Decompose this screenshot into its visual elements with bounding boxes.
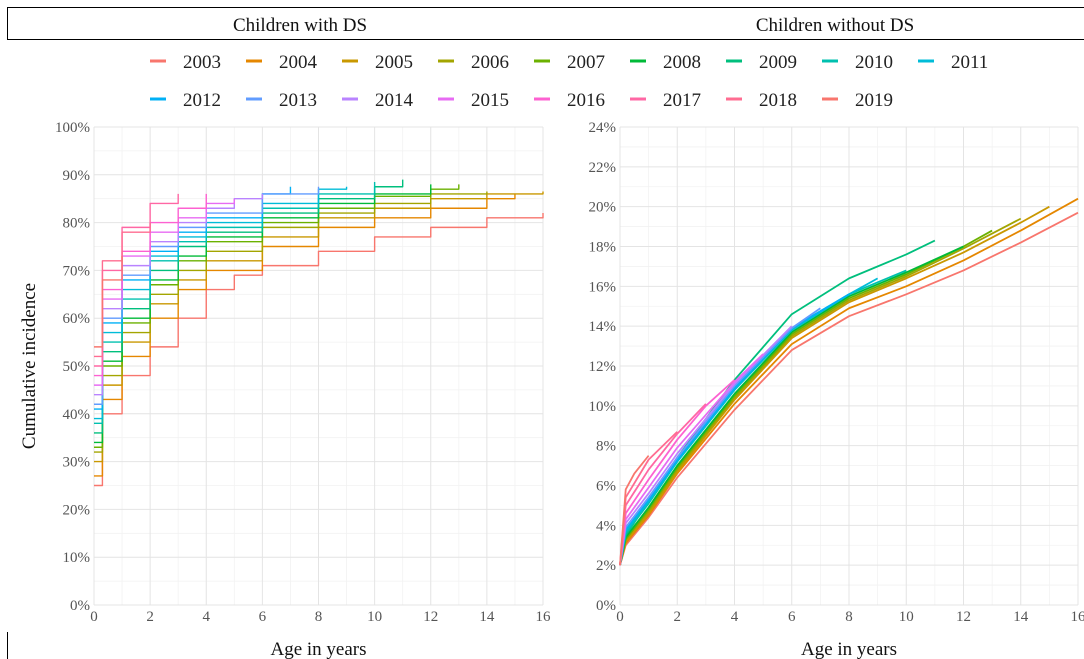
y-tick-label: 60%	[63, 311, 91, 327]
x-tick-label: 2	[674, 609, 682, 625]
y-tick-label: 50%	[63, 359, 91, 375]
x-axis-title: Age in years	[270, 639, 366, 659]
x-tick-label: 8	[315, 609, 323, 625]
y-tick-label: 14%	[589, 319, 617, 335]
series-line-2008	[94, 184, 432, 444]
legend-label-2013: 2013	[279, 90, 317, 111]
legend-label-2007: 2007	[567, 52, 605, 73]
x-tick-label: 16	[1071, 609, 1084, 625]
left-panel-title: Children with DS	[232, 15, 368, 36]
legend-label-2018: 2018	[759, 90, 797, 111]
series-line-2013	[94, 186, 320, 405]
x-tick-label: 4	[203, 609, 211, 625]
right-panel-title: Children without DS	[755, 15, 915, 36]
legend-label-2003: 2003	[183, 52, 221, 73]
y-tick-label: 18%	[589, 240, 617, 256]
y-tick-label: 20%	[589, 200, 617, 216]
x-tick-label: 8	[845, 609, 853, 625]
y-tick-label: 22%	[589, 160, 617, 176]
legend-label-2012: 2012	[183, 90, 221, 111]
x-tick-label: 0	[90, 609, 98, 625]
y-tick-label: 30%	[63, 455, 91, 471]
legend-label-2005: 2005	[375, 52, 413, 73]
legend-label-2009: 2009	[759, 52, 797, 73]
x-tick-label: 6	[259, 609, 267, 625]
series-line-2007	[619, 229, 993, 566]
y-tick-label: 8%	[596, 439, 616, 455]
x-tick-label: 0	[616, 609, 624, 625]
legend-label-2014: 2014	[375, 90, 414, 111]
frame-bottom-left-border	[7, 632, 8, 659]
y-tick-label: 0%	[70, 598, 90, 614]
x-tick-label: 12	[423, 609, 438, 625]
legend-label-2004: 2004	[279, 52, 318, 73]
frame-left-border	[7, 7, 8, 39]
panel-without-ds: 0 2 4 6 8 10 12 14 16 0% 2% 4% 6% 8% 10% 12% 14% 16% 18% 20…	[589, 120, 1084, 659]
legend-label-2006: 2006	[471, 52, 509, 73]
y-tick-label: 40%	[63, 407, 91, 423]
series-line-2005	[619, 205, 1050, 566]
x-tick-label: 14	[1013, 609, 1029, 625]
y-tick-label: 2%	[596, 558, 616, 574]
y-axis-title: Cumulative incidence	[19, 283, 40, 449]
x-tick-label: 14	[479, 609, 495, 625]
y-tick-label: 10%	[589, 399, 617, 415]
x-axis-title: Age in years	[801, 639, 897, 659]
series-line-2015	[94, 198, 236, 386]
series-line-2009	[94, 179, 404, 434]
series-line-2004	[619, 197, 1079, 566]
legend-label-2011: 2011	[951, 52, 988, 73]
series-line-2009	[619, 239, 936, 566]
x-tick-label: 10	[367, 609, 382, 625]
y-tick-label: 10%	[63, 550, 91, 566]
legend-label-2019: 2019	[855, 90, 893, 111]
series-line-2011	[94, 186, 348, 420]
legend-label-2017: 2017	[663, 90, 701, 111]
y-tick-label: 12%	[589, 359, 617, 375]
series-line-2019	[94, 256, 123, 348]
series-line-2008	[619, 245, 964, 566]
series-line-2004	[94, 193, 516, 477]
y-tick-label: 24%	[589, 120, 617, 136]
panel-with-ds: 0 2 4 6 8 10 12 14 16 0% 10% 20% 30% 40% 50% 60% 70% 80% 9…	[19, 120, 551, 659]
y-tick-label: 100%	[55, 120, 90, 136]
y-tick-label: 20%	[63, 502, 91, 518]
x-tick-label: 2	[146, 609, 154, 625]
y-tick-label: 4%	[596, 518, 616, 534]
legend-label-2015: 2015	[471, 90, 509, 111]
y-tick-label: 80%	[63, 216, 91, 232]
x-tick-label: 10	[899, 609, 914, 625]
legend-label-2010: 2010	[855, 52, 893, 73]
frame-top-border	[7, 7, 1084, 8]
x-tick-label: 16	[536, 609, 552, 625]
y-tick-label: 16%	[589, 279, 617, 295]
x-tick-label: 4	[731, 609, 739, 625]
legend-label-2008: 2008	[663, 52, 701, 73]
series-line-2003	[619, 211, 1079, 566]
y-tick-label: 90%	[63, 168, 91, 184]
series-line-2007	[94, 184, 460, 448]
legend-label-2016: 2016	[567, 90, 605, 111]
frame-header-divider	[7, 39, 1084, 40]
x-tick-label: 6	[788, 609, 796, 625]
y-tick-label: 70%	[63, 263, 91, 279]
y-tick-label: 0%	[596, 598, 616, 614]
series-line-2019	[619, 455, 650, 566]
x-tick-label: 12	[956, 609, 971, 625]
y-tick-label: 6%	[596, 479, 616, 495]
